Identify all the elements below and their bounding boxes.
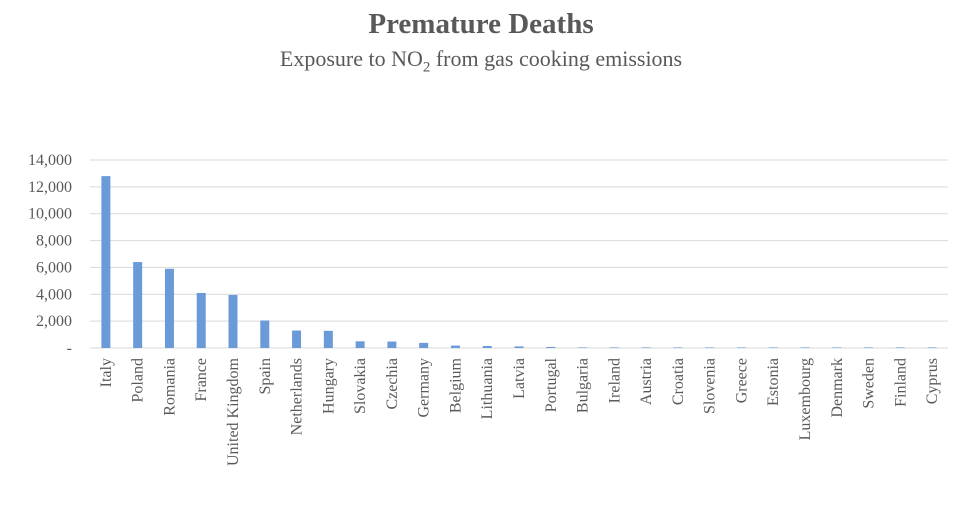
x-tick-label: Italy — [98, 358, 115, 387]
bar-hungary — [323, 330, 333, 348]
bar-romania — [164, 268, 174, 348]
x-tick-label: Austria — [638, 358, 655, 405]
bar-united-kingdom — [228, 294, 238, 348]
x-tick-label: Romania — [161, 358, 178, 416]
x-tick-label: Netherlands — [289, 358, 306, 435]
bars — [101, 176, 937, 348]
chart-subtitle: Exposure to NO2 from gas cooking emissio… — [0, 46, 962, 76]
bar-croatia — [673, 347, 683, 348]
bar-finland — [895, 347, 905, 348]
bar-slovakia — [355, 341, 365, 348]
bar-greece — [736, 347, 746, 348]
x-tick-label: Poland — [130, 358, 147, 402]
bar-austria — [641, 347, 651, 348]
y-tick-label: 8,000 — [36, 233, 72, 250]
x-tick-label: Portugal — [543, 357, 560, 412]
x-tick-label: France — [193, 358, 210, 402]
y-axis-ticks: - 2,000 4,000 6,000 8,000 10,000 12,000 14,000 — [28, 152, 72, 357]
x-tick-label: Czechia — [384, 358, 401, 410]
bar-germany — [419, 342, 429, 348]
x-tick-label: Sweden — [861, 358, 878, 409]
y-tick-label: 4,000 — [36, 286, 72, 303]
bar-luxembourg — [800, 347, 810, 348]
x-tick-label: Slovakia — [352, 358, 369, 414]
subtitle-text-post: from gas cooking emissions — [430, 46, 683, 71]
x-tick-label: United Kingdom — [225, 357, 242, 466]
x-tick-label: Luxembourg — [797, 358, 814, 440]
subtitle-text-pre: Exposure to NO — [279, 46, 423, 71]
x-tick-label: Spain — [257, 358, 274, 394]
x-tick-label: Ireland — [606, 358, 623, 403]
bar-cyprus — [927, 347, 937, 348]
x-axis-ticks: Italy Poland Romania France United Kingdom Sp… — [98, 357, 941, 466]
bar-ireland — [609, 347, 619, 348]
x-tick-label: Denmark — [829, 358, 846, 418]
y-tick-label: 2,000 — [36, 313, 72, 330]
bar-poland — [133, 262, 143, 348]
y-tick-label: 6,000 — [36, 259, 72, 276]
bar-bulgaria — [578, 347, 588, 348]
bar-portugal — [546, 346, 556, 348]
x-tick-label: Slovenia — [702, 358, 719, 414]
y-tick-label: 12,000 — [28, 179, 72, 196]
bar-denmark — [832, 347, 842, 348]
bar-italy — [101, 176, 111, 348]
chart-title: Premature Deaths — [368, 8, 594, 40]
bar-france — [196, 292, 206, 348]
x-tick-label: Bulgaria — [575, 358, 592, 413]
subtitle-subscript: 2 — [422, 59, 431, 76]
x-tick-label: Hungary — [320, 358, 337, 414]
x-tick-label: Latvia — [511, 358, 528, 399]
bar-belgium — [450, 345, 460, 348]
x-tick-label: Cyprus — [924, 358, 941, 404]
bar-spain — [260, 320, 270, 348]
y-tick-label: 14,000 — [28, 152, 72, 169]
y-tick-label: 10,000 — [28, 206, 72, 223]
x-tick-label: Estonia — [765, 358, 782, 406]
bar-estonia — [768, 347, 778, 348]
y-tick-label: - — [67, 340, 72, 357]
gridlines — [90, 159, 948, 349]
x-tick-label: Germany — [416, 358, 433, 418]
x-tick-label: Belgium — [447, 357, 464, 413]
bar-latvia — [514, 346, 524, 348]
x-tick-label: Croatia — [670, 358, 687, 405]
x-tick-label: Lithuania — [479, 358, 496, 419]
bar-lithuania — [482, 345, 492, 348]
x-tick-label: Greece — [733, 358, 750, 403]
bar-czechia — [387, 341, 397, 348]
x-tick-label: Finland — [892, 358, 909, 407]
bar-netherlands — [292, 330, 302, 348]
bar-sweden — [864, 347, 874, 348]
bar-slovenia — [705, 347, 715, 348]
